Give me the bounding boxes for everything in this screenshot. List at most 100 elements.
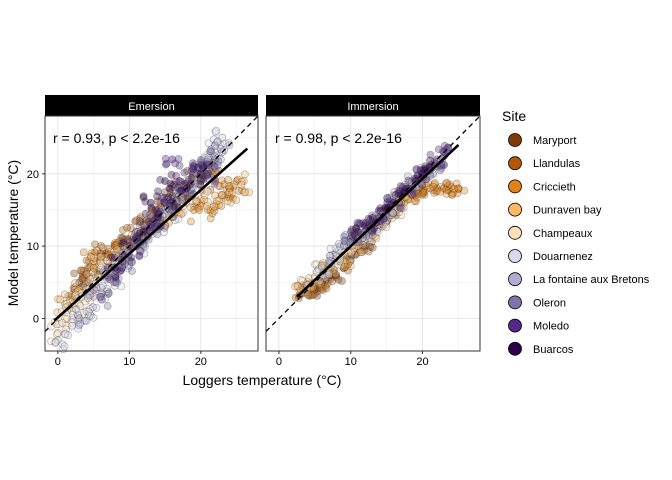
data-point bbox=[397, 211, 406, 220]
data-point bbox=[210, 179, 219, 188]
data-point bbox=[189, 161, 198, 170]
data-point bbox=[82, 307, 91, 316]
data-point bbox=[126, 224, 135, 232]
data-point bbox=[348, 246, 357, 255]
data-point bbox=[136, 247, 145, 256]
data-point bbox=[396, 182, 405, 190]
data-point bbox=[317, 277, 326, 286]
data-point bbox=[125, 235, 134, 243]
panel-emersion: Emersion r = 0.93, p < 2.2e-16 bbox=[44, 95, 259, 353]
data-point bbox=[347, 225, 356, 234]
data-point bbox=[146, 223, 155, 232]
data-point bbox=[187, 217, 195, 226]
data-point bbox=[337, 261, 345, 270]
data-point bbox=[394, 208, 403, 217]
data-point bbox=[68, 315, 77, 324]
data-point bbox=[188, 164, 197, 172]
data-point bbox=[390, 187, 399, 196]
panel-emersion-annotation: r = 0.93, p < 2.2e-16 bbox=[53, 130, 180, 146]
data-point bbox=[415, 183, 424, 192]
data-point bbox=[212, 199, 221, 208]
data-point bbox=[386, 210, 395, 219]
data-point bbox=[168, 206, 177, 214]
data-point bbox=[398, 184, 407, 193]
data-point bbox=[169, 187, 178, 196]
data-point bbox=[104, 287, 113, 296]
data-point bbox=[224, 176, 232, 184]
data-point bbox=[314, 265, 323, 274]
data-point bbox=[171, 189, 180, 198]
data-point bbox=[368, 243, 377, 252]
data-point bbox=[337, 258, 345, 267]
data-point bbox=[155, 205, 163, 214]
data-point bbox=[412, 166, 421, 174]
data-point bbox=[368, 227, 377, 236]
data-point bbox=[394, 205, 403, 213]
data-point bbox=[203, 187, 212, 196]
data-point bbox=[178, 189, 187, 198]
data-point bbox=[352, 224, 360, 233]
data-point bbox=[396, 201, 405, 210]
data-point bbox=[156, 198, 165, 207]
data-point bbox=[347, 251, 356, 260]
data-point bbox=[123, 223, 131, 232]
data-point bbox=[223, 197, 232, 205]
data-point bbox=[419, 189, 428, 198]
data-point bbox=[207, 147, 215, 156]
legend-key bbox=[508, 179, 522, 194]
data-point bbox=[61, 300, 69, 308]
data-point bbox=[339, 263, 348, 272]
data-point bbox=[142, 217, 151, 226]
data-point bbox=[376, 207, 385, 216]
data-point bbox=[346, 256, 355, 265]
data-point bbox=[53, 308, 62, 317]
data-point bbox=[67, 318, 76, 327]
data-point bbox=[220, 180, 229, 189]
data-point bbox=[166, 188, 175, 197]
data-point bbox=[53, 336, 62, 345]
data-point bbox=[387, 211, 396, 220]
data-point bbox=[47, 322, 56, 331]
data-point bbox=[175, 161, 184, 170]
data-point bbox=[196, 202, 205, 210]
data-point bbox=[156, 175, 165, 184]
data-point bbox=[319, 259, 327, 267]
strip-immersion-background bbox=[266, 95, 480, 116]
data-point bbox=[93, 267, 102, 275]
data-point bbox=[214, 181, 223, 190]
data-point bbox=[397, 184, 406, 193]
data-point bbox=[341, 263, 349, 271]
data-point bbox=[203, 158, 212, 167]
data-point bbox=[226, 198, 235, 207]
data-point bbox=[140, 249, 149, 258]
data-point bbox=[187, 167, 196, 176]
data-point bbox=[420, 191, 429, 199]
data-point bbox=[350, 230, 359, 239]
data-point bbox=[409, 191, 418, 200]
data-point bbox=[56, 295, 65, 304]
data-point bbox=[211, 202, 220, 211]
data-point bbox=[94, 271, 103, 279]
data-point bbox=[340, 258, 349, 266]
legend-label: Champeaux bbox=[533, 228, 593, 240]
data-point bbox=[203, 151, 212, 159]
data-point bbox=[103, 249, 112, 258]
data-point bbox=[206, 147, 214, 156]
data-point bbox=[156, 215, 165, 224]
data-point bbox=[208, 209, 217, 218]
data-point bbox=[79, 248, 88, 257]
data-point bbox=[340, 233, 349, 241]
data-point bbox=[97, 241, 105, 250]
data-point bbox=[368, 227, 377, 236]
data-point bbox=[318, 260, 326, 269]
data-point bbox=[132, 227, 141, 236]
data-point bbox=[342, 237, 350, 246]
data-point bbox=[389, 191, 398, 200]
data-point bbox=[112, 244, 121, 253]
data-point bbox=[199, 169, 208, 177]
data-point bbox=[210, 206, 219, 215]
data-point bbox=[215, 182, 224, 191]
data-point bbox=[148, 206, 157, 215]
data-point bbox=[383, 198, 392, 207]
data-point bbox=[61, 314, 69, 323]
